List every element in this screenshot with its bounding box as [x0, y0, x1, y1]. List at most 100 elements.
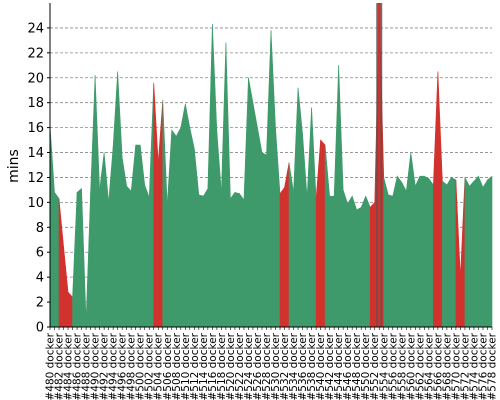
- x-tick-label: #566 docker: [432, 332, 444, 400]
- x-tick-label: #488 docker: [81, 332, 93, 400]
- failed-build-segment: [157, 100, 164, 328]
- x-tick-label: #484 docker: [63, 332, 75, 400]
- build-segment: [148, 82, 155, 328]
- x-tick-label: #536 docker: [297, 332, 309, 400]
- x-tick-label: #528 docker: [261, 332, 273, 400]
- build-segment: [266, 30, 272, 328]
- build-segment: [49, 125, 55, 328]
- x-tick-label: #576 docker: [477, 332, 489, 400]
- x-tick-label: #568 docker: [441, 332, 453, 400]
- build-segment: [239, 192, 245, 328]
- y-tick-label: 8: [36, 221, 44, 236]
- failed-build-segment: [58, 198, 64, 328]
- build-segment: [464, 177, 470, 328]
- x-tick-label: #540 docker: [315, 332, 327, 400]
- x-tick-label: #558 docker: [396, 332, 408, 400]
- failed-build-segment: [455, 179, 461, 328]
- failed-build-segment: [320, 139, 326, 328]
- failed-build-segment: [279, 186, 285, 328]
- build-segment: [333, 65, 339, 328]
- build-segment: [297, 87, 303, 328]
- x-tick-label: #482 docker: [54, 332, 66, 400]
- x-tick-label: #490 docker: [90, 332, 102, 400]
- y-tick-label: 24: [27, 21, 44, 36]
- build-segment: [198, 194, 204, 328]
- build-segment: [293, 87, 299, 328]
- build-segment: [442, 180, 448, 328]
- build-segment: [221, 42, 227, 328]
- y-tick-label: 4: [36, 271, 44, 286]
- x-tick-label: #544 docker: [333, 332, 345, 400]
- build-segment: [410, 152, 416, 328]
- build-segment: [216, 131, 222, 328]
- x-tick-label: #500 docker: [135, 332, 147, 400]
- build-segment: [234, 192, 240, 328]
- build-segment: [126, 185, 132, 328]
- build-segment: [121, 157, 127, 328]
- build-segment: [130, 145, 136, 328]
- failed-build-segment: [369, 201, 376, 328]
- build-segment: [108, 146, 114, 328]
- x-tick-label: #508 docker: [171, 332, 183, 400]
- x-tick-label: #538 docker: [306, 332, 318, 400]
- build-segment: [243, 77, 249, 328]
- duration-area: [49, 2, 493, 328]
- x-tick-label: #554 docker: [378, 332, 390, 400]
- build-segment: [257, 127, 263, 328]
- build-segment: [473, 175, 479, 328]
- build-segment: [180, 103, 186, 328]
- x-tick-label: #578 docker: [487, 332, 499, 400]
- build-segment: [351, 196, 357, 328]
- build-segment: [248, 77, 254, 328]
- y-tick-label: 14: [27, 146, 44, 161]
- failed-build-segment: [284, 162, 290, 328]
- failed-build-segment: [63, 245, 69, 328]
- build-segment: [175, 127, 182, 328]
- failed-build-segment: [437, 71, 443, 328]
- build-segment: [90, 75, 96, 328]
- build-segment: [135, 144, 141, 328]
- failed-build-segment: [315, 140, 321, 328]
- build-segment: [365, 196, 371, 328]
- x-tick-label: #556 docker: [387, 332, 399, 400]
- x-tick-label: #570 docker: [450, 332, 462, 400]
- build-segment: [478, 176, 484, 328]
- build-segment: [424, 175, 430, 328]
- build-segment: [275, 127, 281, 328]
- x-tick-label: #480 docker: [45, 332, 57, 400]
- build-segment: [103, 152, 109, 328]
- x-tick-label: #534 docker: [288, 332, 300, 400]
- y-tick-label: 16: [27, 121, 44, 136]
- y-axis-title: mins: [6, 149, 22, 183]
- failed-build-segment: [153, 82, 159, 328]
- build-segment: [194, 148, 200, 328]
- y-tick-label: 12: [27, 171, 44, 186]
- build-segment: [428, 177, 434, 328]
- build-segment: [54, 191, 60, 328]
- x-tick-label: #498 docker: [126, 332, 138, 400]
- build-segment: [189, 127, 195, 328]
- build-segment: [401, 182, 407, 328]
- build-segment: [329, 195, 335, 328]
- selected-build-core: [378, 3, 381, 327]
- x-tick-label: #546 docker: [342, 332, 354, 400]
- build-segment: [139, 145, 146, 328]
- build-segment: [270, 30, 276, 328]
- selected-build-marker: [376, 3, 383, 327]
- build-segment: [306, 107, 312, 328]
- build-segment: [487, 175, 493, 328]
- y-tick-label: 6: [36, 246, 44, 261]
- build-segment: [94, 75, 100, 328]
- build-segment: [212, 24, 218, 328]
- build-segment: [387, 194, 394, 328]
- x-tick-label: #496 docker: [117, 332, 129, 400]
- build-segment: [324, 145, 330, 328]
- build-segment: [261, 152, 267, 328]
- y-tick-label: 22: [27, 46, 44, 61]
- y-tick-label: 18: [27, 96, 44, 111]
- x-tick-label: #564 docker: [423, 332, 435, 400]
- x-tick-label: #572 docker: [459, 332, 471, 400]
- x-tick-label: #518 docker: [216, 332, 228, 400]
